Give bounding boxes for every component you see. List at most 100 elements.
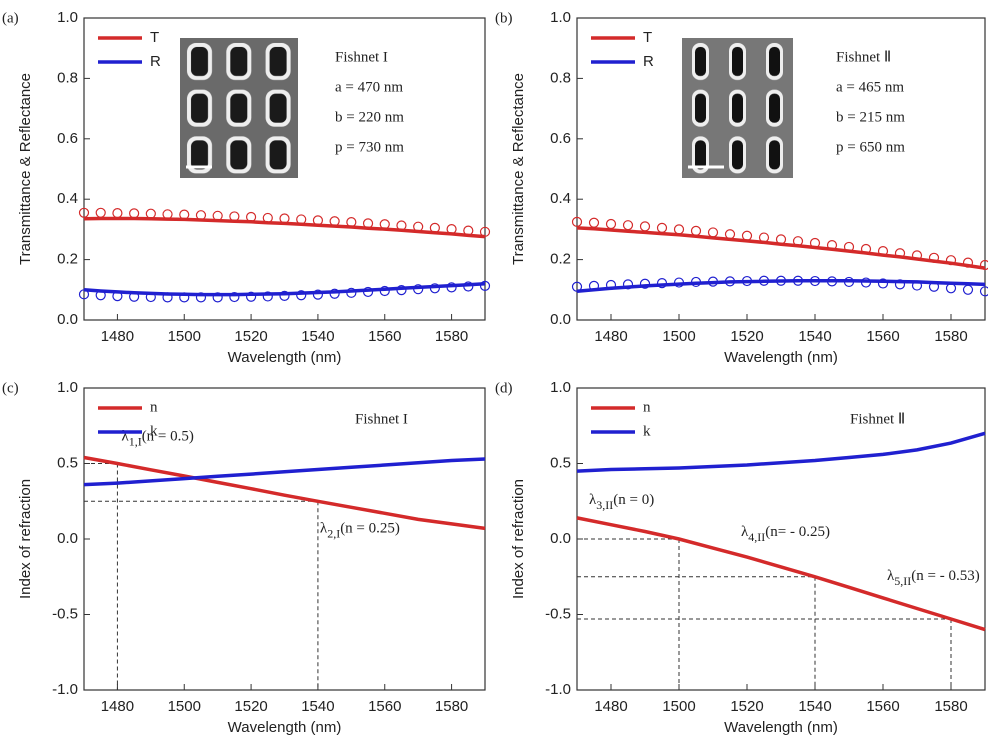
data-point — [928, 252, 940, 263]
x-tick-label: 1520 — [234, 328, 267, 345]
panel: (a) 1480 1500 1520 1540 1560 1580 0.0 0.2 0.4 0.6 0… — [2, 9, 491, 366]
data-point — [245, 291, 257, 302]
annotation: λ1,I(n = 0.5) — [121, 429, 193, 448]
data-point — [195, 210, 207, 221]
x-tick-label: 1480 — [101, 698, 134, 715]
data-point — [894, 248, 906, 259]
y-tick-label: 0.0 — [57, 311, 78, 328]
data-point — [312, 215, 324, 226]
data-point — [707, 276, 719, 287]
series-line — [576, 431, 986, 473]
data-point — [129, 208, 140, 219]
annotation-subscript: 5,II — [894, 574, 911, 588]
data-point — [262, 291, 273, 302]
legend-label: R — [150, 53, 161, 70]
data-point — [329, 288, 340, 299]
annotation-text: (n= - 0.25) — [765, 524, 830, 540]
data-point — [245, 211, 257, 223]
series-line — [576, 278, 986, 294]
x-tick-label: 1580 — [934, 328, 967, 345]
legend-label: n — [643, 399, 651, 415]
data-point — [346, 217, 357, 228]
info-text: Fishnet I — [355, 411, 408, 427]
data-point — [112, 291, 123, 302]
data-point — [162, 209, 173, 220]
data-point — [622, 220, 634, 231]
data-point — [145, 208, 156, 219]
data-point — [362, 218, 374, 229]
panel: (d) 1480 1500 1520 1540 1560 1580 -1.0 -0.5 0.0 0.… — [495, 379, 986, 736]
y-tick-label: 0.0 — [57, 530, 78, 547]
data-point — [843, 241, 855, 253]
data-point — [673, 277, 685, 288]
y-tick-label: 0.5 — [57, 454, 78, 471]
data-point — [639, 221, 651, 232]
y-tick-label: -0.5 — [52, 605, 78, 622]
panel-label: (d) — [495, 380, 513, 396]
info-text: p = 730 nm — [335, 139, 404, 155]
data-point — [775, 234, 787, 245]
data-point — [296, 214, 307, 225]
data-point — [792, 275, 804, 286]
y-tick-label: 0.4 — [550, 190, 571, 207]
data-point — [78, 289, 90, 300]
info-text: a = 470 nm — [335, 79, 403, 95]
annotation-symbol: λ — [741, 524, 749, 540]
data-point — [362, 286, 374, 298]
y-axis-label: Transmittance & Reflectance — [510, 73, 527, 265]
y-tick-label: 1.0 — [57, 9, 78, 26]
data-point — [413, 221, 424, 232]
data-point — [413, 284, 424, 295]
data-point — [860, 277, 872, 288]
data-point — [571, 281, 583, 292]
y-axis-label: Index of refraction — [17, 479, 34, 599]
data-point — [622, 279, 634, 290]
legend-label: T — [643, 29, 652, 46]
data-point — [656, 278, 668, 289]
annotation-subscript: 1,I — [129, 434, 142, 448]
data-point — [229, 291, 240, 303]
info-text: a = 465 nm — [836, 79, 904, 95]
x-tick-label: 1520 — [730, 328, 763, 345]
annotation-symbol: λ — [589, 492, 597, 508]
data-point — [945, 283, 957, 294]
inset-image — [682, 38, 793, 178]
data-point — [826, 240, 838, 251]
x-tick-label: 1520 — [234, 698, 267, 715]
annotation-subscript: 3,II — [596, 498, 613, 512]
x-tick-label: 1500 — [168, 698, 201, 715]
x-tick-label: 1540 — [301, 328, 334, 345]
x-tick-label: 1560 — [368, 698, 401, 715]
annotation-text: (n = - 0.53) — [911, 568, 979, 584]
annotation-text: (n = 0.5) — [142, 429, 194, 445]
data-point — [741, 275, 753, 287]
data-point — [463, 281, 474, 292]
data-point — [690, 276, 702, 288]
annotation: λ4,II(n= - 0.25) — [741, 524, 830, 543]
data-point — [112, 207, 123, 219]
x-tick-label: 1520 — [730, 698, 763, 715]
info-text: b = 215 nm — [836, 109, 905, 125]
data-point — [979, 259, 988, 271]
series-line — [83, 216, 486, 239]
info-text: p = 650 nm — [836, 139, 905, 155]
data-point — [860, 243, 872, 255]
data-point — [279, 213, 290, 224]
data-point — [312, 289, 324, 300]
data-point — [673, 224, 685, 235]
info-text: Fishnet I — [335, 49, 388, 65]
legend-label: k — [150, 423, 158, 439]
x-axis-label: Wavelength (nm) — [724, 349, 838, 366]
x-tick-label: 1580 — [435, 328, 468, 345]
x-tick-label: 1580 — [435, 698, 468, 715]
y-tick-label: 0.0 — [550, 311, 571, 328]
data-point — [792, 236, 804, 247]
x-tick-label: 1480 — [101, 328, 134, 345]
y-tick-label: 1.0 — [57, 379, 78, 396]
annotation-text: (n = 0) — [613, 492, 654, 508]
x-tick-label: 1560 — [866, 328, 899, 345]
annotation-subscript: 4,II — [748, 530, 765, 544]
data-point — [962, 284, 974, 295]
data-point — [479, 280, 491, 291]
